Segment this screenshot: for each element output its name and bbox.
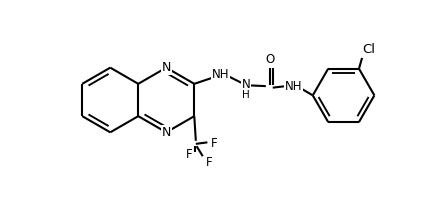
Text: F: F bbox=[211, 137, 218, 150]
Text: N: N bbox=[162, 126, 171, 139]
Text: O: O bbox=[266, 53, 275, 67]
Text: N: N bbox=[162, 61, 171, 74]
Text: N: N bbox=[241, 78, 250, 91]
Text: Cl: Cl bbox=[362, 43, 375, 56]
Text: NH: NH bbox=[212, 68, 229, 81]
Text: F: F bbox=[206, 156, 212, 169]
Text: NH: NH bbox=[285, 80, 302, 93]
Text: F: F bbox=[186, 148, 192, 161]
Text: H: H bbox=[242, 90, 250, 100]
